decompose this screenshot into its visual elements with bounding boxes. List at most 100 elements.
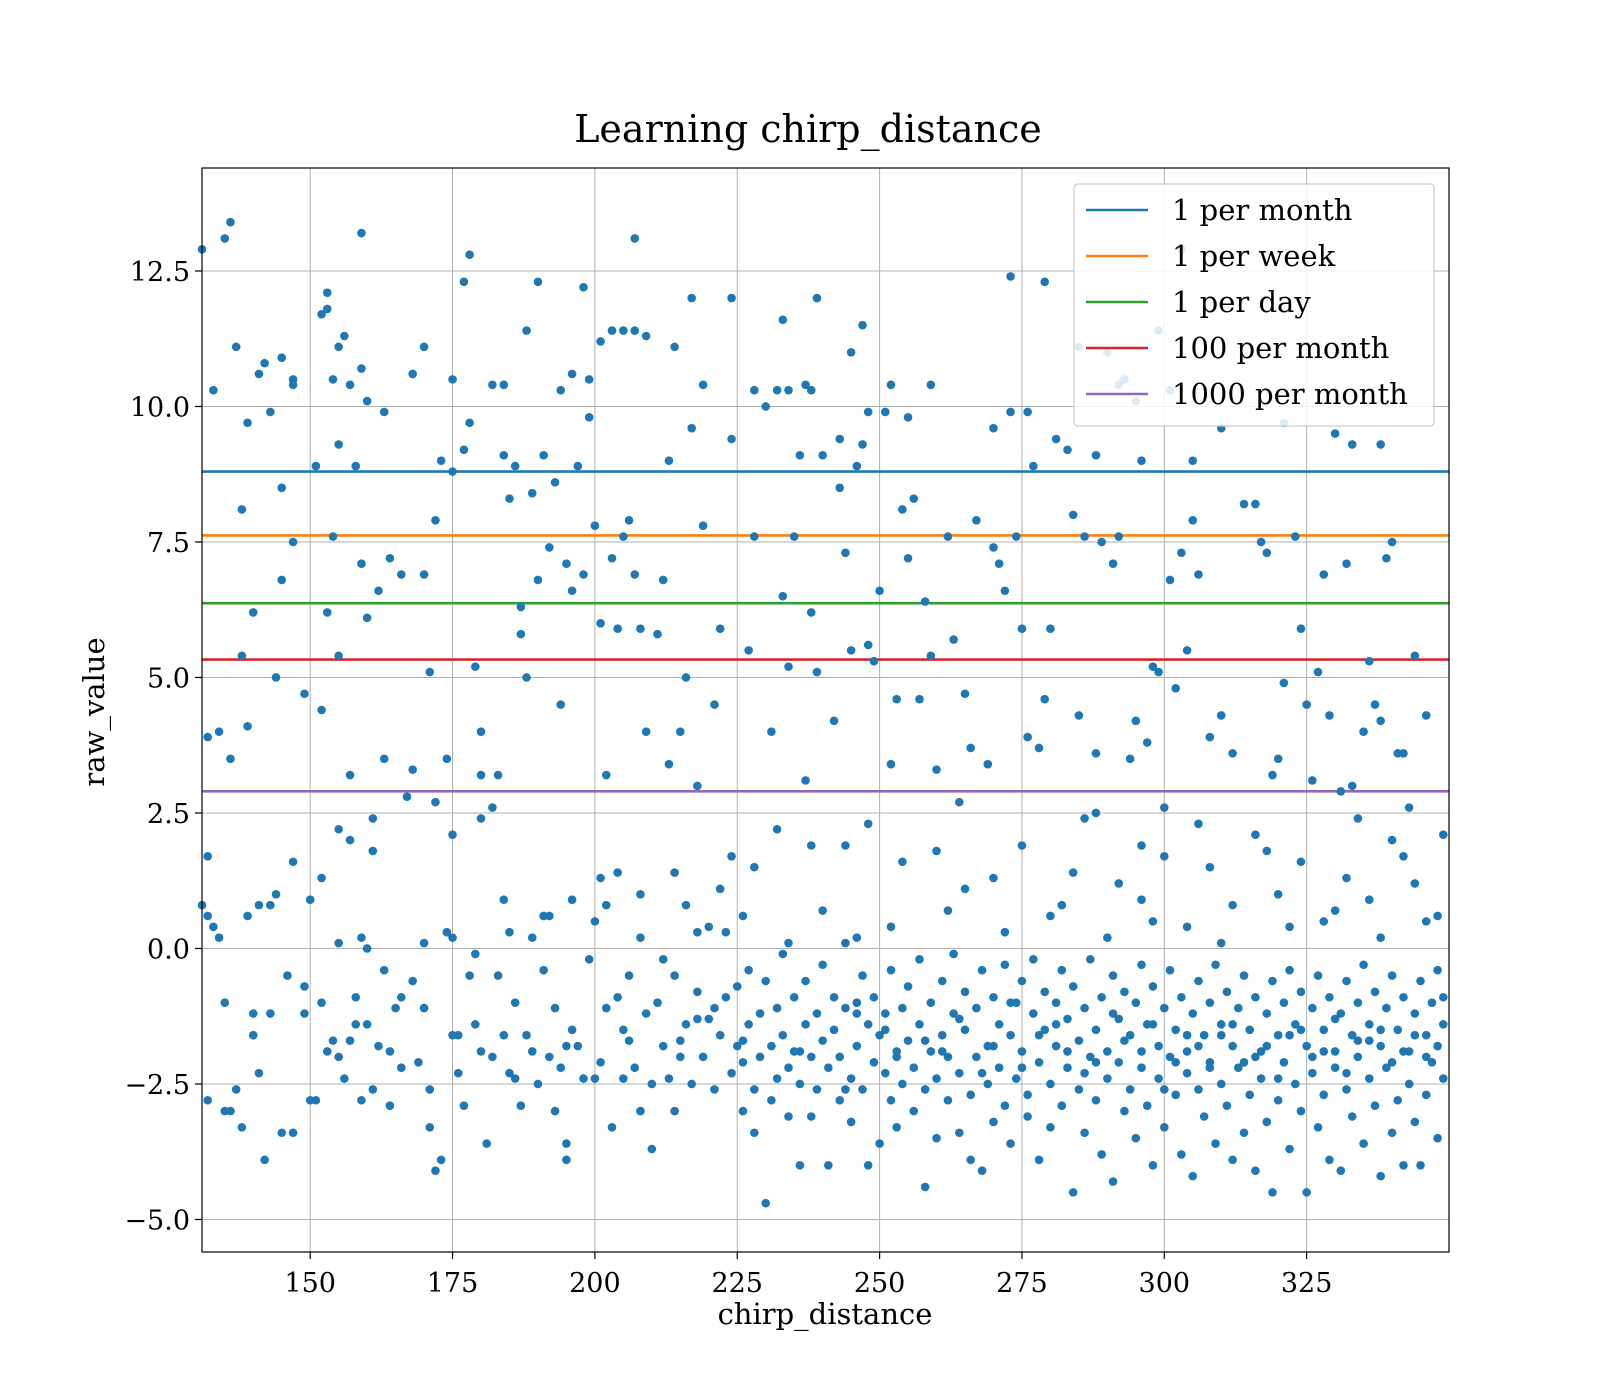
legend-label: 1 per day	[1172, 285, 1311, 319]
scatter-point	[915, 1020, 924, 1029]
scatter-point	[283, 971, 292, 980]
scatter-point	[601, 900, 611, 910]
scatter-point	[1006, 407, 1015, 417]
scatter-point	[1194, 1085, 1203, 1094]
scatter-point	[1290, 1079, 1300, 1089]
scatter-point	[1234, 1003, 1243, 1013]
scatter-point	[704, 1014, 714, 1024]
scatter-point	[750, 1128, 759, 1138]
scatter-point	[1159, 1085, 1169, 1094]
scatter-point	[1120, 1036, 1129, 1045]
scatter-point	[1194, 976, 1203, 986]
scatter-point	[852, 933, 862, 942]
scatter-point	[1387, 971, 1397, 980]
scatter-point	[522, 1030, 531, 1040]
scatter-point	[886, 1095, 896, 1105]
scatter-point	[1063, 1014, 1072, 1024]
scatter-point	[1080, 1068, 1089, 1078]
scatter-point	[1268, 1188, 1277, 1197]
scatter-point	[203, 911, 212, 921]
scatter-point	[1148, 917, 1158, 926]
scatter-point	[1006, 272, 1015, 281]
scatter-point	[203, 1095, 212, 1105]
scatter-point	[869, 1058, 879, 1067]
scatter-point	[362, 613, 372, 623]
scatter-point	[1011, 532, 1021, 541]
scatter-point	[1091, 1025, 1101, 1035]
scatter-point	[1336, 787, 1346, 796]
scatter-point	[636, 624, 645, 633]
scatter-point	[841, 548, 850, 558]
scatter-point	[801, 776, 810, 785]
scatter-point	[1108, 1009, 1118, 1018]
scatter-point	[727, 434, 736, 444]
scatter-point	[1376, 1025, 1385, 1035]
scatter-point	[1433, 965, 1442, 975]
scatter-point	[989, 992, 998, 1002]
scatter-point	[806, 1112, 816, 1121]
scatter-point	[1159, 1003, 1169, 1013]
scatter-point	[846, 1117, 856, 1127]
scatter-point	[590, 521, 600, 531]
scatter-point	[977, 1166, 987, 1175]
scatter-point	[562, 1041, 571, 1051]
scatter-point	[1416, 1160, 1425, 1170]
scatter-point	[1142, 1101, 1152, 1110]
scatter-point	[1120, 1106, 1129, 1116]
scatter-point	[408, 765, 417, 774]
scatter-point	[1410, 1009, 1420, 1018]
scatter-point	[1262, 1009, 1272, 1018]
scatter-point	[835, 434, 845, 444]
scatter-point	[322, 304, 332, 314]
scatter-point	[1308, 776, 1317, 785]
scatter-point	[1308, 1068, 1317, 1078]
scatter-point	[476, 770, 486, 780]
x-tick-label: 325	[1281, 1268, 1333, 1299]
scatter-point	[1046, 911, 1055, 921]
scatter-point	[453, 1068, 463, 1078]
scatter-point	[1131, 998, 1141, 1007]
scatter-point	[636, 889, 645, 899]
scatter-point	[601, 1003, 611, 1013]
scatter-point	[550, 1003, 560, 1013]
scatter-point	[1137, 841, 1146, 850]
scatter-point	[1285, 1030, 1294, 1040]
scatter-point	[419, 1003, 429, 1013]
scatter-point	[522, 673, 531, 682]
scatter-point	[715, 884, 725, 894]
scatter-point	[1347, 440, 1357, 449]
scatter-point	[795, 450, 805, 460]
scatter-point	[1262, 1041, 1272, 1051]
scatter-point	[1085, 1052, 1095, 1062]
scatter-point	[328, 532, 338, 541]
scatter-point	[584, 375, 594, 384]
scatter-point	[750, 1085, 759, 1094]
scatter-point	[374, 1041, 383, 1051]
scatter-point	[322, 1047, 332, 1056]
y-tick-label: −5.0	[124, 1205, 190, 1236]
scatter-point	[1319, 1047, 1329, 1056]
scatter-point	[698, 521, 708, 531]
scatter-point	[1382, 1003, 1391, 1013]
scatter-point	[345, 1036, 355, 1045]
scatter-point	[357, 559, 366, 568]
scatter-point	[1068, 868, 1078, 877]
scatter-point	[1313, 667, 1323, 677]
scatter-point	[1097, 992, 1106, 1002]
scatter-point	[1359, 1139, 1368, 1148]
scatter-point	[619, 1074, 628, 1083]
scatter-point	[567, 586, 577, 596]
scatter-point	[875, 1139, 884, 1148]
scatter-point	[317, 705, 326, 715]
scatter-point	[448, 375, 457, 384]
scatter-point	[784, 385, 793, 395]
scatter-point	[1091, 450, 1101, 460]
scatter-point	[989, 543, 998, 552]
scatter-point	[471, 662, 480, 671]
scatter-point	[1080, 1003, 1089, 1013]
scatter-point	[1421, 1090, 1431, 1100]
scatter-point	[744, 646, 753, 655]
scatter-point	[727, 1068, 736, 1078]
scatter-point	[459, 1101, 469, 1110]
